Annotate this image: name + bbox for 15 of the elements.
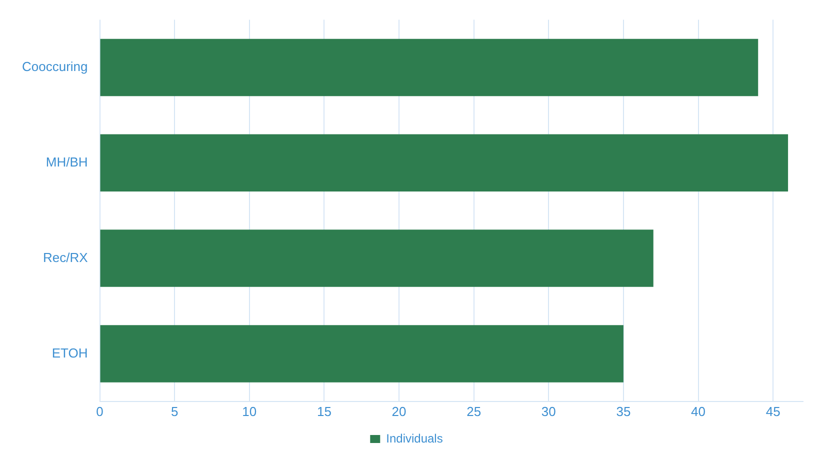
x-tick-label: 20 xyxy=(392,404,406,419)
x-tick-label: 10 xyxy=(242,404,257,419)
x-tick-label: 5 xyxy=(170,404,178,419)
y-tick-label: Rec/RX xyxy=(42,250,88,265)
x-tick-label: 40 xyxy=(691,404,706,419)
x-tick-label: 35 xyxy=(616,404,631,419)
x-tick-label: 15 xyxy=(316,404,332,419)
x-tick-label: 0 xyxy=(96,404,104,419)
x-tick-label: 30 xyxy=(541,404,556,419)
y-tick-label: Cooccuring xyxy=(22,59,88,74)
x-tick-label: 25 xyxy=(466,404,482,419)
x-tick-label: 45 xyxy=(766,404,780,419)
y-tick-label: MH/BH xyxy=(46,154,88,170)
legend-label: Individuals xyxy=(386,431,443,446)
y-tick-label: ETOH xyxy=(52,345,88,360)
